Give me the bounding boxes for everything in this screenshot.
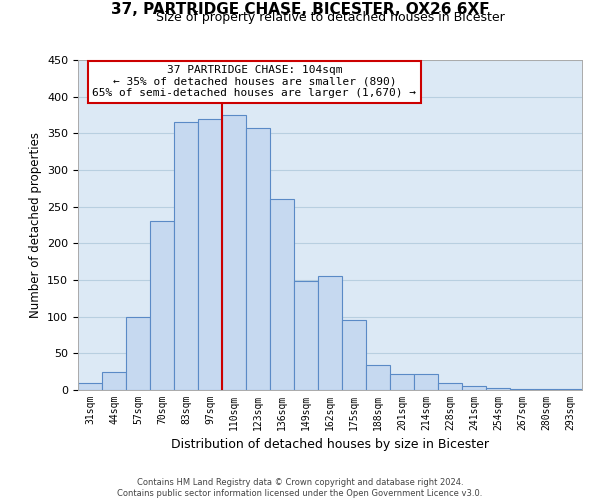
Text: 37 PARTRIDGE CHASE: 104sqm
← 35% of detached houses are smaller (890)
65% of sem: 37 PARTRIDGE CHASE: 104sqm ← 35% of deta… [92, 65, 416, 98]
Bar [414, 374, 438, 390]
Bar [270, 200, 294, 390]
Bar [78, 382, 102, 390]
Bar [366, 365, 390, 390]
Text: Contains HM Land Registry data © Crown copyright and database right 2024.
Contai: Contains HM Land Registry data © Crown c… [118, 478, 482, 498]
Bar [246, 128, 270, 390]
X-axis label: Distribution of detached houses by size in Bicester: Distribution of detached houses by size … [171, 438, 489, 452]
Bar [126, 316, 150, 390]
Bar [486, 388, 510, 390]
Bar [390, 374, 414, 390]
Text: 37, PARTRIDGE CHASE, BICESTER, OX26 6XF: 37, PARTRIDGE CHASE, BICESTER, OX26 6XF [110, 2, 490, 18]
Bar [222, 115, 246, 390]
Bar [510, 388, 534, 390]
Bar [150, 222, 174, 390]
Title: Size of property relative to detached houses in Bicester: Size of property relative to detached ho… [155, 11, 505, 24]
Y-axis label: Number of detached properties: Number of detached properties [29, 132, 41, 318]
Bar [462, 386, 486, 390]
Bar [198, 118, 222, 390]
Bar [438, 382, 462, 390]
Bar [174, 122, 198, 390]
Bar [342, 320, 366, 390]
Bar [102, 372, 126, 390]
Bar [318, 276, 342, 390]
Bar [294, 282, 318, 390]
